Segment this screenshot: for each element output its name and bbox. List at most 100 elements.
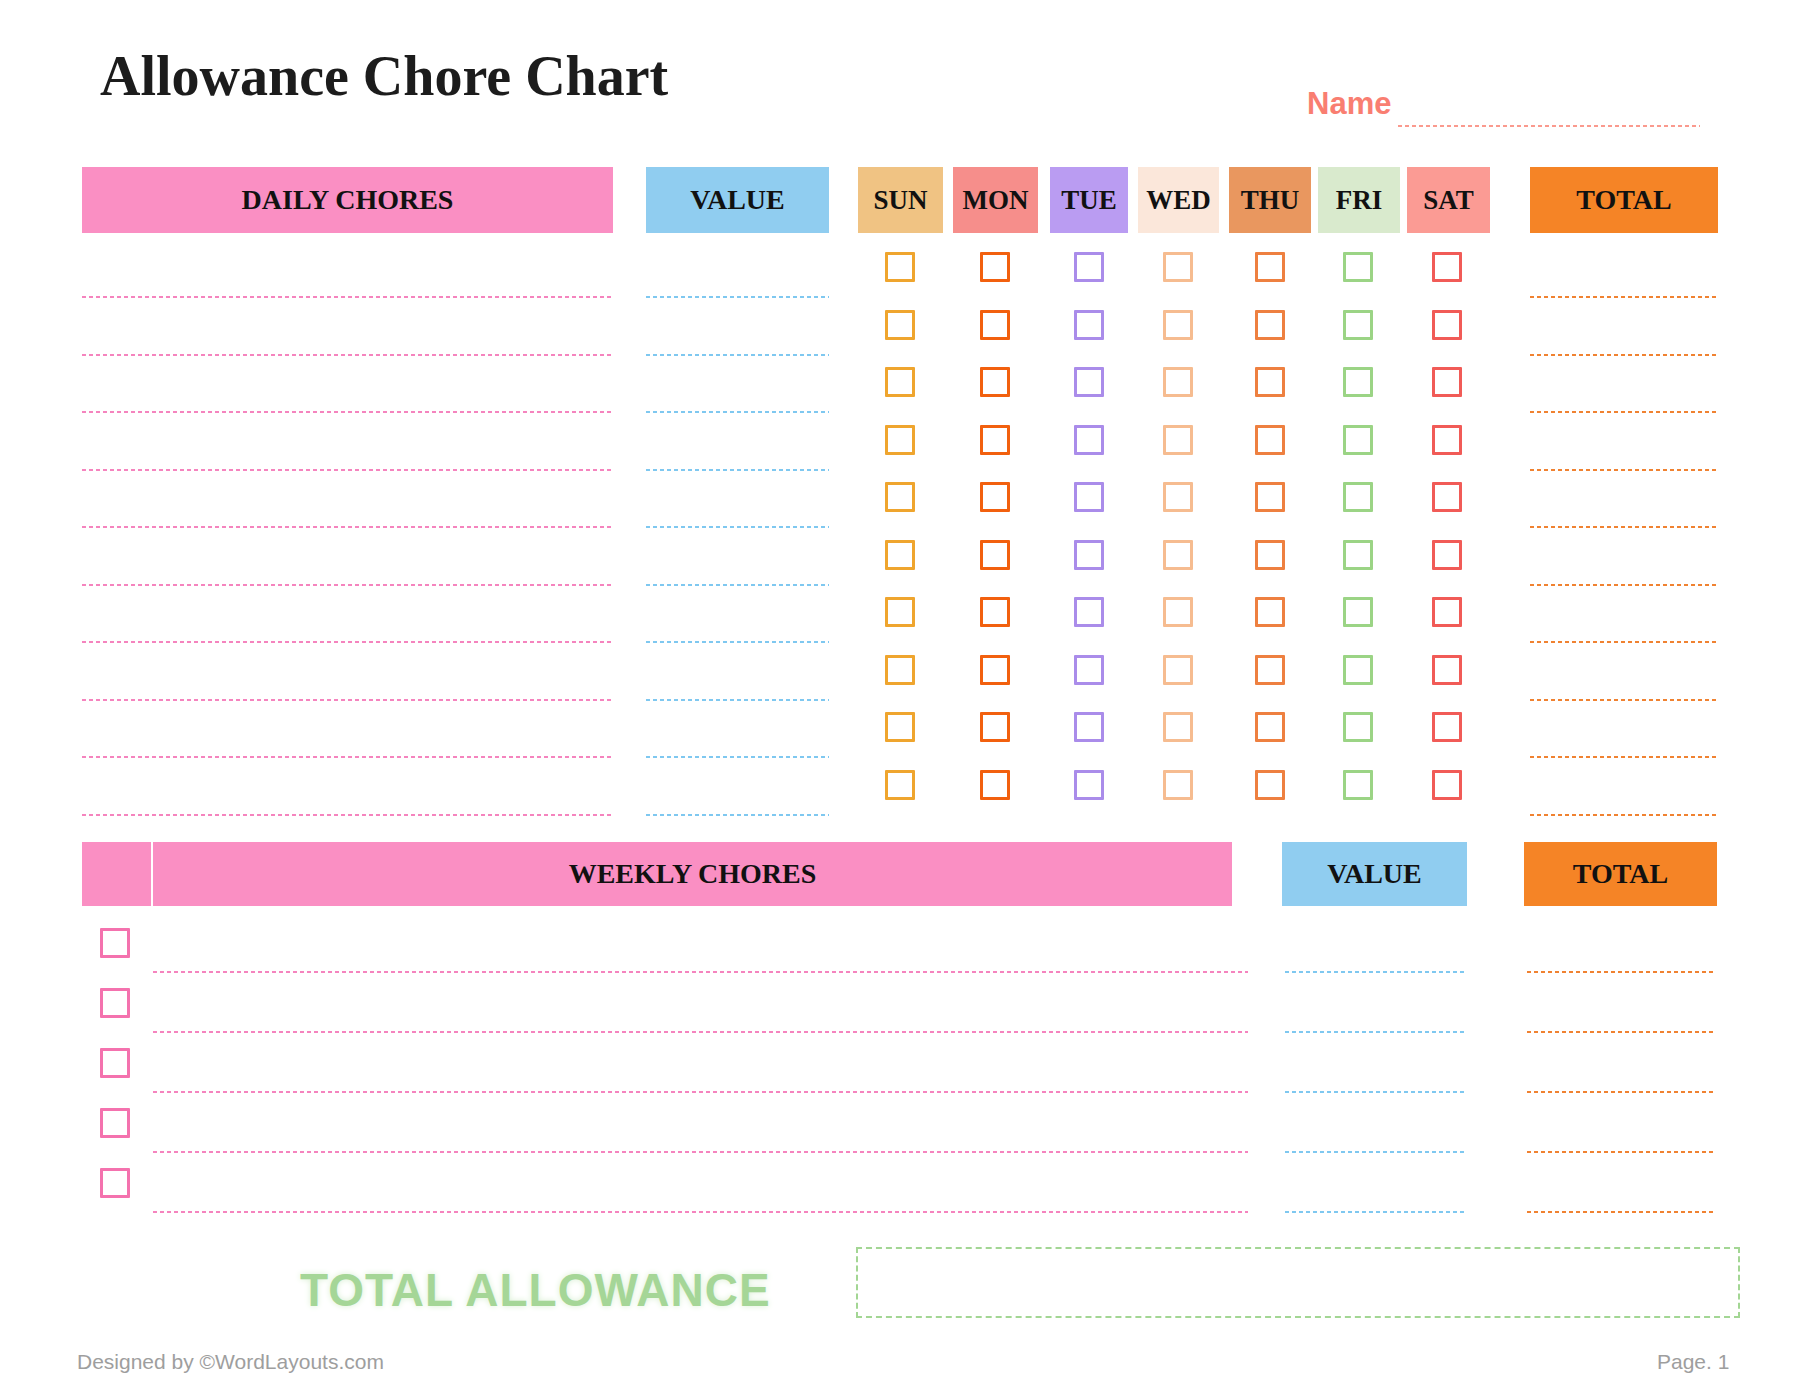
daily-checkbox-sun-row10[interactable]: [885, 770, 915, 800]
daily-value-line-row8[interactable]: [646, 699, 829, 701]
daily-chore-line-row10[interactable]: [82, 814, 613, 816]
daily-total-line-row4[interactable]: [1530, 469, 1718, 471]
daily-checkbox-thu-row1[interactable]: [1255, 252, 1285, 282]
daily-checkbox-sun-row5[interactable]: [885, 482, 915, 512]
daily-checkbox-tue-row8[interactable]: [1074, 655, 1104, 685]
daily-checkbox-sun-row4[interactable]: [885, 425, 915, 455]
weekly-value-line-row5[interactable]: [1285, 1211, 1465, 1213]
daily-chore-line-row2[interactable]: [82, 354, 613, 356]
daily-checkbox-sun-row7[interactable]: [885, 597, 915, 627]
daily-total-line-row6[interactable]: [1530, 584, 1718, 586]
daily-checkbox-thu-row8[interactable]: [1255, 655, 1285, 685]
daily-checkbox-sat-row6[interactable]: [1432, 540, 1462, 570]
daily-checkbox-tue-row5[interactable]: [1074, 482, 1104, 512]
weekly-total-line-row4[interactable]: [1527, 1151, 1715, 1153]
weekly-checkbox-row5[interactable]: [100, 1168, 130, 1198]
daily-checkbox-tue-row10[interactable]: [1074, 770, 1104, 800]
daily-checkbox-fri-row8[interactable]: [1343, 655, 1373, 685]
daily-chore-line-row8[interactable]: [82, 699, 613, 701]
daily-total-line-row5[interactable]: [1530, 526, 1718, 528]
daily-checkbox-mon-row8[interactable]: [980, 655, 1010, 685]
daily-checkbox-tue-row9[interactable]: [1074, 712, 1104, 742]
daily-checkbox-wed-row7[interactable]: [1163, 597, 1193, 627]
daily-checkbox-wed-row5[interactable]: [1163, 482, 1193, 512]
daily-value-line-row3[interactable]: [646, 411, 829, 413]
daily-checkbox-wed-row9[interactable]: [1163, 712, 1193, 742]
weekly-chore-line-row1[interactable]: [153, 971, 1248, 973]
total-allowance-input-box[interactable]: [856, 1247, 1740, 1318]
daily-checkbox-tue-row7[interactable]: [1074, 597, 1104, 627]
daily-chore-line-row3[interactable]: [82, 411, 613, 413]
weekly-checkbox-row4[interactable]: [100, 1108, 130, 1138]
daily-total-line-row10[interactable]: [1530, 814, 1718, 816]
daily-checkbox-thu-row9[interactable]: [1255, 712, 1285, 742]
daily-checkbox-tue-row6[interactable]: [1074, 540, 1104, 570]
weekly-chore-line-row4[interactable]: [153, 1151, 1248, 1153]
weekly-chore-line-row3[interactable]: [153, 1091, 1248, 1093]
daily-checkbox-mon-row9[interactable]: [980, 712, 1010, 742]
daily-checkbox-sat-row2[interactable]: [1432, 310, 1462, 340]
daily-checkbox-wed-row1[interactable]: [1163, 252, 1193, 282]
daily-value-line-row5[interactable]: [646, 526, 829, 528]
daily-checkbox-wed-row8[interactable]: [1163, 655, 1193, 685]
daily-checkbox-fri-row1[interactable]: [1343, 252, 1373, 282]
daily-value-line-row2[interactable]: [646, 354, 829, 356]
daily-chore-line-row5[interactable]: [82, 526, 613, 528]
daily-checkbox-tue-row3[interactable]: [1074, 367, 1104, 397]
weekly-checkbox-row1[interactable]: [100, 928, 130, 958]
daily-checkbox-sat-row1[interactable]: [1432, 252, 1462, 282]
daily-checkbox-fri-row6[interactable]: [1343, 540, 1373, 570]
daily-checkbox-mon-row7[interactable]: [980, 597, 1010, 627]
daily-checkbox-fri-row5[interactable]: [1343, 482, 1373, 512]
daily-checkbox-mon-row10[interactable]: [980, 770, 1010, 800]
daily-total-line-row7[interactable]: [1530, 641, 1718, 643]
weekly-total-line-row3[interactable]: [1527, 1091, 1715, 1093]
daily-value-line-row7[interactable]: [646, 641, 829, 643]
daily-checkbox-mon-row3[interactable]: [980, 367, 1010, 397]
daily-checkbox-sat-row7[interactable]: [1432, 597, 1462, 627]
weekly-checkbox-row2[interactable]: [100, 988, 130, 1018]
daily-checkbox-wed-row6[interactable]: [1163, 540, 1193, 570]
daily-checkbox-sat-row8[interactable]: [1432, 655, 1462, 685]
daily-checkbox-sat-row3[interactable]: [1432, 367, 1462, 397]
daily-chore-line-row9[interactable]: [82, 756, 613, 758]
daily-checkbox-thu-row6[interactable]: [1255, 540, 1285, 570]
daily-checkbox-sun-row8[interactable]: [885, 655, 915, 685]
daily-checkbox-mon-row1[interactable]: [980, 252, 1010, 282]
weekly-value-line-row3[interactable]: [1285, 1091, 1465, 1093]
daily-checkbox-tue-row2[interactable]: [1074, 310, 1104, 340]
daily-total-line-row3[interactable]: [1530, 411, 1718, 413]
daily-checkbox-sat-row5[interactable]: [1432, 482, 1462, 512]
daily-checkbox-sat-row4[interactable]: [1432, 425, 1462, 455]
daily-checkbox-thu-row7[interactable]: [1255, 597, 1285, 627]
daily-checkbox-sat-row10[interactable]: [1432, 770, 1462, 800]
daily-checkbox-thu-row10[interactable]: [1255, 770, 1285, 800]
weekly-value-line-row1[interactable]: [1285, 971, 1465, 973]
weekly-checkbox-row3[interactable]: [100, 1048, 130, 1078]
daily-chore-line-row6[interactable]: [82, 584, 613, 586]
daily-total-line-row2[interactable]: [1530, 354, 1718, 356]
daily-checkbox-fri-row9[interactable]: [1343, 712, 1373, 742]
daily-checkbox-fri-row2[interactable]: [1343, 310, 1373, 340]
weekly-total-line-row5[interactable]: [1527, 1211, 1715, 1213]
daily-checkbox-wed-row10[interactable]: [1163, 770, 1193, 800]
daily-checkbox-sat-row9[interactable]: [1432, 712, 1462, 742]
daily-checkbox-tue-row4[interactable]: [1074, 425, 1104, 455]
weekly-value-line-row2[interactable]: [1285, 1031, 1465, 1033]
daily-checkbox-fri-row10[interactable]: [1343, 770, 1373, 800]
daily-value-line-row6[interactable]: [646, 584, 829, 586]
weekly-total-line-row1[interactable]: [1527, 971, 1715, 973]
daily-checkbox-thu-row4[interactable]: [1255, 425, 1285, 455]
daily-value-line-row1[interactable]: [646, 296, 829, 298]
daily-value-line-row4[interactable]: [646, 469, 829, 471]
daily-total-line-row8[interactable]: [1530, 699, 1718, 701]
daily-checkbox-sun-row6[interactable]: [885, 540, 915, 570]
daily-checkbox-wed-row2[interactable]: [1163, 310, 1193, 340]
daily-chore-line-row7[interactable]: [82, 641, 613, 643]
daily-checkbox-wed-row4[interactable]: [1163, 425, 1193, 455]
daily-total-line-row9[interactable]: [1530, 756, 1718, 758]
daily-checkbox-thu-row3[interactable]: [1255, 367, 1285, 397]
daily-checkbox-fri-row7[interactable]: [1343, 597, 1373, 627]
daily-checkbox-fri-row4[interactable]: [1343, 425, 1373, 455]
daily-checkbox-wed-row3[interactable]: [1163, 367, 1193, 397]
